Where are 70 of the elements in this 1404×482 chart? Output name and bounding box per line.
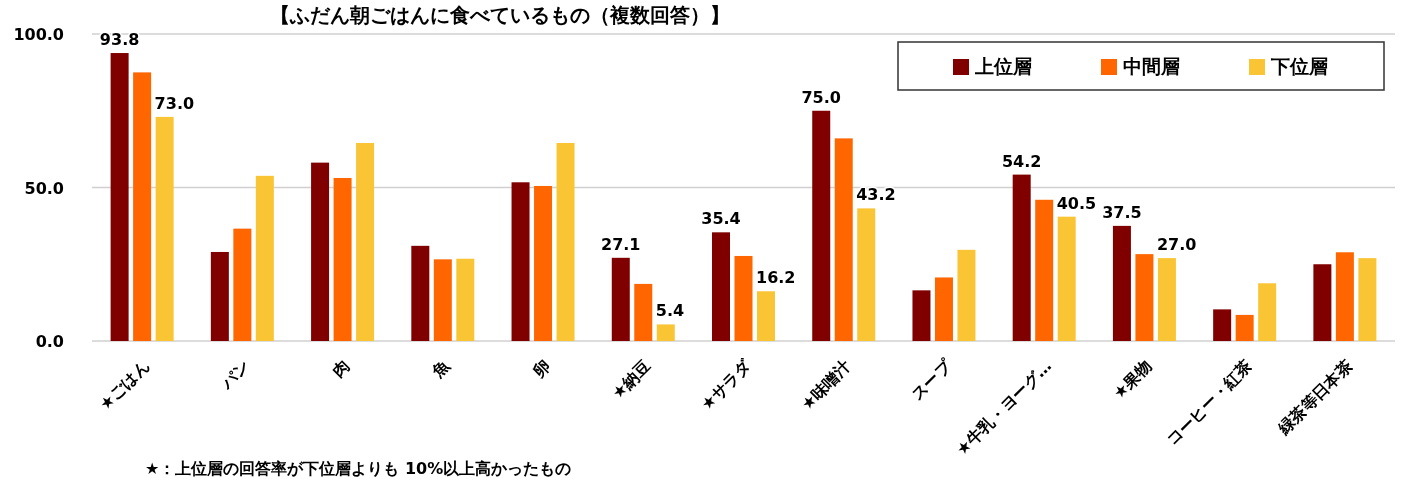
chart-title: 【ふだん朝ごはんに食べているもの（複数回答）】 (270, 3, 730, 27)
bar (456, 258, 475, 341)
text: ★：上位層の回答率が下位層よりも 10%以上高かったもの (145, 459, 572, 478)
bar (1235, 314, 1254, 341)
bar (356, 142, 375, 341)
x-tick-label: ★果物 (1109, 356, 1156, 403)
x-tick-label: ★ごはん (95, 356, 153, 414)
bar (1213, 309, 1232, 341)
bar (934, 277, 953, 341)
bar (556, 142, 575, 341)
x-tick-label: 緑茶等日本茶 (1273, 356, 1356, 439)
y-tick-label: 0.0 (35, 332, 64, 351)
data-label: 73.0 (154, 93, 195, 113)
bar (233, 228, 252, 341)
data-label: 16.2 (756, 268, 796, 288)
y-tick-label: 50.0 (24, 178, 64, 198)
bar (433, 259, 452, 341)
bar (757, 291, 775, 341)
bar (534, 185, 553, 341)
bar (210, 251, 229, 341)
x-tick-label: コーヒー・紅茶 (1162, 356, 1256, 450)
legend-label: 下位層 (1270, 55, 1328, 77)
data-label: 43.2 (856, 185, 896, 205)
bar (333, 177, 352, 341)
y-tick-label: 100.0 (13, 25, 64, 44)
bar (1035, 199, 1054, 341)
legend-label: 上位層 (974, 55, 1032, 77)
data-label: 75.0 (801, 87, 841, 107)
legend-label: 中間層 (1123, 55, 1180, 77)
data-label: 5.4 (655, 301, 685, 321)
bar (411, 245, 430, 341)
data-label: 27.1 (601, 234, 641, 254)
bar (311, 162, 330, 341)
bar (656, 324, 675, 341)
bar (1358, 258, 1377, 341)
bar (734, 255, 753, 341)
bar (634, 283, 653, 341)
bar (133, 72, 152, 341)
bar (912, 290, 931, 341)
bar (1012, 174, 1031, 341)
bar (957, 249, 976, 341)
data-label: 35.4 (701, 209, 741, 229)
bar (155, 116, 174, 341)
bar (834, 138, 853, 341)
bar (511, 182, 530, 341)
bar (1313, 264, 1332, 341)
x-tick-label: ★サラダ (696, 355, 756, 414)
bar (1335, 252, 1354, 341)
bar (611, 257, 630, 341)
data-label: 37.5 (1102, 202, 1142, 222)
bar (1112, 225, 1131, 341)
data-label: 93.8 (99, 30, 140, 50)
bar (812, 110, 831, 341)
bar (255, 175, 274, 341)
bar (857, 208, 876, 341)
data-label: 40.5 (1056, 193, 1097, 213)
x-tick-label: ★納豆 (607, 356, 655, 403)
x-tick-label: ★味噌汁 (797, 356, 855, 414)
x-tick-label: 魚 (428, 355, 455, 382)
bar (1258, 283, 1277, 341)
x-tick-label: 卵 (528, 356, 554, 382)
bar (712, 232, 730, 341)
bar (1157, 258, 1176, 341)
bar (1135, 254, 1154, 341)
data-label: 27.0 (1156, 235, 1197, 255)
x-tick-label: 肉 (328, 356, 354, 382)
x-tick-label: パン (216, 356, 254, 394)
bar (1057, 216, 1076, 341)
bar (110, 53, 129, 341)
data-label: 54.2 (1001, 151, 1042, 171)
